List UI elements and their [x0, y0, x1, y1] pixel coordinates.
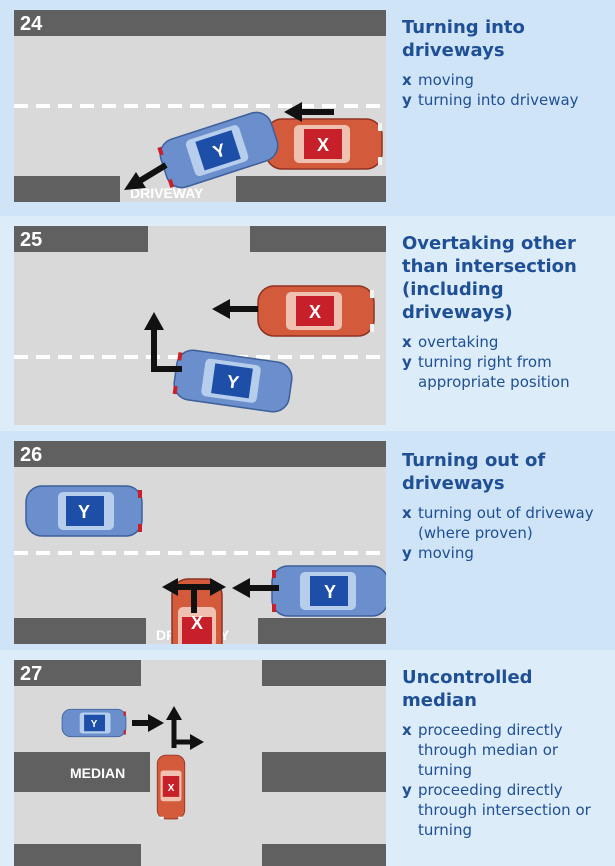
panel-25-text: Overtaking other than intersection (incl… [402, 226, 612, 392]
car-x: X [265, 118, 383, 170]
panel-number: 24 [20, 13, 43, 35]
car-y-label: Y [211, 140, 229, 163]
car-x-label: X [168, 783, 175, 794]
arrow-turn-either [162, 578, 226, 613]
driveway-label: DRIVEWAY [130, 185, 204, 201]
panel-26-text: Turning out of driveways x turning out of… [402, 441, 612, 563]
car-y-label: Y [226, 371, 241, 392]
arrow-left [284, 102, 334, 122]
car-y: Y [61, 708, 127, 738]
car-x: X [171, 578, 223, 644]
legend-y: y proceeding directly through intersectio… [402, 781, 591, 839]
diagram-uncontrolled-median: 27 MEDIAN Y X [14, 660, 386, 866]
car-x: X [156, 754, 186, 820]
panel-title: Turning into driveways [402, 17, 525, 61]
panel-title: Overtaking other than intersection (incl… [402, 233, 577, 323]
median-label: MEDIAN [70, 765, 125, 781]
car-x: X [257, 285, 375, 337]
panel-24: 24 DRIVEWAY X Y Turning into driveways x… [0, 0, 615, 216]
car-x-label: X [317, 135, 329, 155]
panel-number: 26 [20, 444, 42, 466]
arrow-left [232, 578, 279, 598]
diagram-turning-into-driveways: 24 DRIVEWAY X Y [14, 10, 386, 202]
panel-title: Turning out of driveways [402, 450, 546, 494]
car-x-label: X [309, 302, 321, 322]
panel-27-text: Uncontrolled median x proceeding directly… [402, 660, 612, 840]
car-x-label: X [191, 613, 203, 633]
car-y-top: Y [25, 485, 143, 537]
legend-x: x moving [402, 71, 474, 89]
legend-y: y turning into driveway [402, 91, 579, 109]
panel-24-text: Turning into driveways x moving y turning … [402, 10, 612, 110]
car-y: Y [171, 347, 295, 415]
diagram-turning-out-of-driveways: 26 Y Y DRIVEWAY X [14, 441, 386, 644]
car-y: Y [155, 107, 283, 193]
panel-26: 26 Y Y DRIVEWAY X Turning out of drivewa [0, 431, 615, 650]
panel-25: 25 X Y Overtaking other than intersectio… [0, 216, 615, 431]
arrow-left [212, 299, 258, 319]
panel-title: Uncontrolled median [402, 667, 533, 711]
diagram-overtaking: 25 X Y [14, 226, 386, 425]
legend-y: y turning right from appropriate position [402, 353, 570, 391]
car-y-label: Y [91, 719, 98, 730]
arrow-median-turn [166, 706, 204, 750]
legend-x: x proceeding directly through median or t… [402, 721, 563, 779]
legend-x: x turning out of driveway (where proven) [402, 504, 594, 542]
car-y-right: Y [271, 565, 386, 617]
panel-number: 25 [20, 229, 42, 251]
arrow-into-driveway [124, 162, 168, 190]
arrow-right [132, 714, 164, 732]
legend-x: x overtaking [402, 333, 499, 351]
panel-number: 27 [20, 663, 42, 685]
panel-27: 27 MEDIAN Y X Uncontrolled median x proce… [0, 650, 615, 866]
car-y-label: Y [324, 582, 336, 602]
arrow-turn-right [144, 312, 182, 372]
legend-y: y moving [402, 544, 474, 562]
car-y-label: Y [78, 502, 90, 522]
